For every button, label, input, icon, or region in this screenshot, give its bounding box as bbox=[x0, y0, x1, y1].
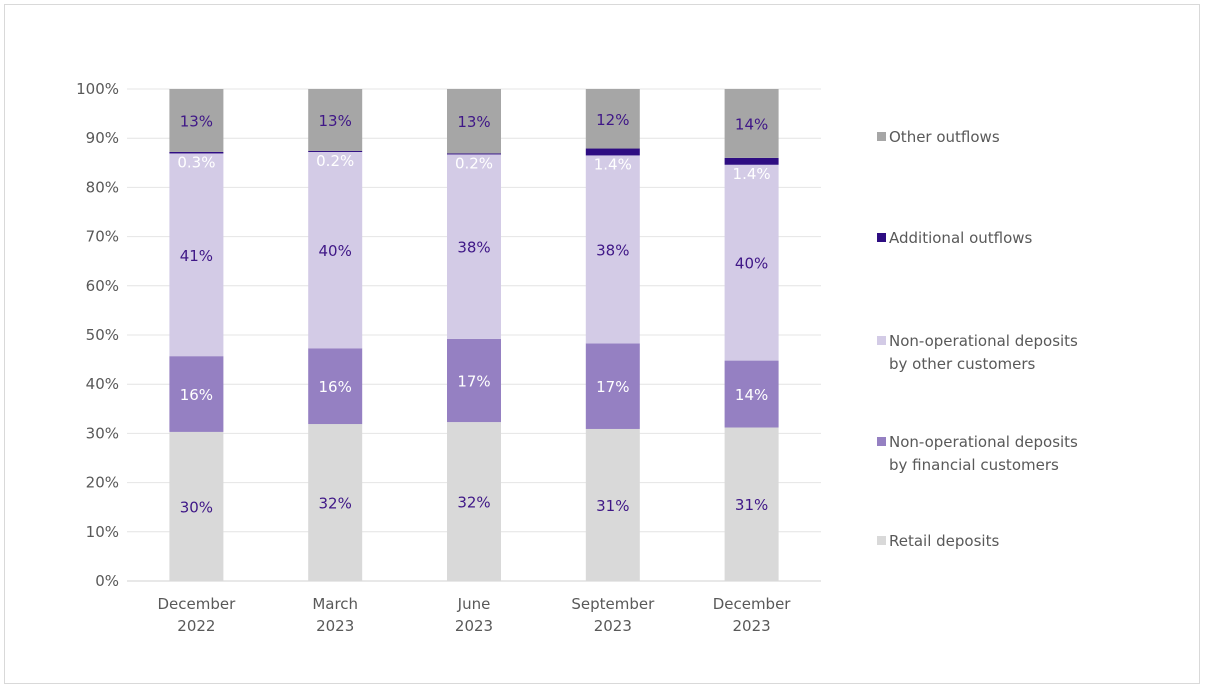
legend-swatch bbox=[877, 233, 886, 242]
x-category-label: September bbox=[571, 595, 655, 613]
x-category-label: 2022 bbox=[177, 617, 215, 635]
bar-segment bbox=[447, 89, 501, 154]
bar-segment bbox=[585, 89, 640, 149]
bar-segment bbox=[585, 428, 640, 581]
data-label: 40% bbox=[735, 255, 768, 273]
y-tick-label: 40% bbox=[86, 375, 119, 393]
x-category-label: December bbox=[158, 595, 237, 613]
data-label: 1.4% bbox=[733, 165, 771, 183]
bar-segment bbox=[169, 153, 224, 357]
data-label: 41% bbox=[180, 247, 213, 265]
y-tick-label: 10% bbox=[86, 523, 119, 541]
legend-label: by other customers bbox=[889, 355, 1036, 373]
bar-segment bbox=[308, 150, 363, 152]
x-category-label: 2023 bbox=[316, 617, 354, 635]
legend-swatch bbox=[877, 132, 886, 141]
bar-segment bbox=[308, 348, 363, 425]
data-label: 1.4% bbox=[594, 155, 632, 173]
data-label: 30% bbox=[180, 498, 213, 516]
x-category-label: 2023 bbox=[594, 617, 632, 635]
data-label: 32% bbox=[319, 495, 352, 513]
legend-label: Non-operational deposits bbox=[889, 332, 1078, 350]
bar-segment bbox=[447, 153, 501, 155]
data-label: 13% bbox=[180, 112, 213, 130]
data-label: 16% bbox=[180, 386, 213, 404]
y-tick-label: 0% bbox=[95, 572, 119, 590]
bar-segment bbox=[447, 154, 501, 339]
data-label: 38% bbox=[596, 241, 629, 259]
y-tick-label: 90% bbox=[86, 129, 119, 147]
legend-label: Non-operational deposits bbox=[889, 433, 1078, 451]
y-tick-label: 80% bbox=[86, 178, 119, 196]
bar-segment bbox=[585, 343, 640, 429]
bar-segment bbox=[308, 151, 363, 349]
y-tick-label: 100% bbox=[76, 80, 119, 98]
legend-swatch bbox=[877, 536, 886, 545]
bar-segment bbox=[169, 356, 224, 432]
stacked-bar-chart: 0% 10% 20% 30% 40% 50% 60% 70% 80% 90% 100% 30% 16% 4… bbox=[76, 80, 1078, 635]
bar-segment bbox=[169, 151, 224, 154]
legend-label: Additional outflows bbox=[889, 229, 1033, 247]
data-label: 32% bbox=[457, 494, 490, 512]
x-category-label: March bbox=[312, 595, 358, 613]
bar-segment bbox=[724, 427, 779, 581]
data-label: 12% bbox=[596, 111, 629, 129]
x-category-label: December bbox=[713, 595, 792, 613]
bar-segment bbox=[585, 148, 640, 156]
data-label: 31% bbox=[735, 496, 768, 514]
bar-segment bbox=[724, 360, 779, 428]
bar-segment bbox=[585, 155, 640, 344]
x-category-label: 2023 bbox=[733, 617, 771, 635]
bar-segment bbox=[308, 424, 363, 581]
bar-segment bbox=[169, 431, 224, 581]
data-label: 31% bbox=[596, 497, 629, 515]
chart-frame: 0% 10% 20% 30% 40% 50% 60% 70% 80% 90% 100% 30% 16% 4… bbox=[4, 4, 1200, 684]
bar-segment bbox=[169, 89, 224, 152]
data-label: 0.3% bbox=[177, 153, 215, 171]
bar-segment bbox=[724, 89, 779, 158]
data-label: 0.2% bbox=[455, 154, 493, 172]
bar-segment bbox=[447, 422, 501, 581]
bar-segment bbox=[447, 338, 501, 423]
legend-swatch bbox=[877, 437, 886, 446]
data-label: 13% bbox=[319, 112, 352, 130]
bar-segment bbox=[724, 164, 779, 361]
y-tick-label: 60% bbox=[86, 277, 119, 295]
data-label: 38% bbox=[457, 239, 490, 257]
y-tick-label: 20% bbox=[86, 474, 119, 492]
legend-label: by financial customers bbox=[889, 456, 1059, 474]
bar-segment bbox=[308, 89, 363, 151]
bar-segment bbox=[724, 157, 779, 165]
y-tick-label: 70% bbox=[86, 228, 119, 246]
data-label: 13% bbox=[457, 113, 490, 131]
legend-label: Retail deposits bbox=[889, 532, 999, 550]
data-label: 14% bbox=[735, 115, 768, 133]
data-label: 14% bbox=[735, 386, 768, 404]
legend-swatch bbox=[877, 336, 886, 345]
x-category-label: June bbox=[457, 595, 491, 613]
data-label: 16% bbox=[319, 378, 352, 396]
data-label: 17% bbox=[596, 378, 629, 396]
x-category-label: 2023 bbox=[455, 617, 493, 635]
data-label: 0.2% bbox=[316, 152, 354, 170]
legend-label: Other outflows bbox=[889, 128, 1000, 146]
data-label: 17% bbox=[457, 373, 490, 391]
data-label: 40% bbox=[319, 242, 352, 260]
y-tick-label: 50% bbox=[86, 326, 119, 344]
y-tick-label: 30% bbox=[86, 424, 119, 442]
